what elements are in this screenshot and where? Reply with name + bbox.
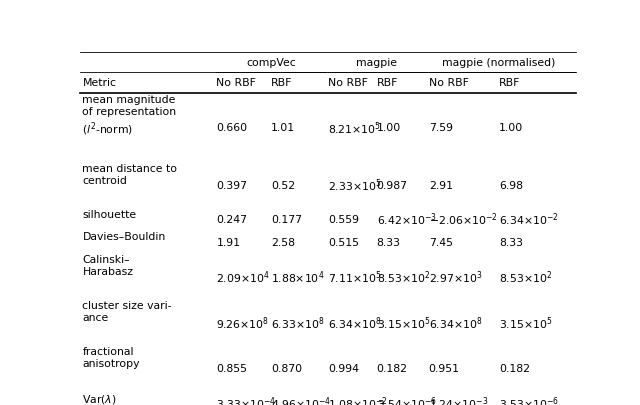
Text: 0.870: 0.870 bbox=[271, 363, 302, 373]
Text: 0.177: 0.177 bbox=[271, 215, 302, 224]
Text: 6.98: 6.98 bbox=[499, 180, 523, 190]
Text: Metric: Metric bbox=[83, 78, 116, 88]
Text: silhouette: silhouette bbox=[83, 209, 136, 219]
Text: $1.08{\times}10^{-2}$: $1.08{\times}10^{-2}$ bbox=[328, 394, 388, 405]
Text: magpie: magpie bbox=[356, 58, 397, 68]
Text: mean magnitude
of representation
($l^2$-norm): mean magnitude of representation ($l^2$-… bbox=[83, 94, 177, 137]
Text: 0.987: 0.987 bbox=[376, 180, 408, 190]
Text: 0.559: 0.559 bbox=[328, 215, 359, 224]
Text: 0.182: 0.182 bbox=[376, 363, 408, 373]
Text: $6.34{\times}10^8$: $6.34{\times}10^8$ bbox=[429, 314, 482, 331]
Text: $2.33{\times}10^5$: $2.33{\times}10^5$ bbox=[328, 177, 381, 194]
Text: $9.26{\times}10^8$: $9.26{\times}10^8$ bbox=[216, 314, 269, 331]
Text: 1.00: 1.00 bbox=[499, 123, 524, 133]
Text: mean distance to
centroid: mean distance to centroid bbox=[83, 163, 177, 185]
Text: $-2.06{\times}10^{-2}$: $-2.06{\times}10^{-2}$ bbox=[429, 211, 497, 228]
Text: RBF: RBF bbox=[499, 78, 520, 88]
Text: 7.45: 7.45 bbox=[429, 237, 452, 247]
Text: $3.53{\times}10^{-6}$: $3.53{\times}10^{-6}$ bbox=[499, 394, 559, 405]
Text: 0.951: 0.951 bbox=[429, 363, 460, 373]
Text: $3.15{\times}10^5$: $3.15{\times}10^5$ bbox=[499, 314, 552, 331]
Text: $3.54{\times}10^{-6}$: $3.54{\times}10^{-6}$ bbox=[376, 394, 436, 405]
Text: $6.42{\times}10^{-3}$: $6.42{\times}10^{-3}$ bbox=[376, 211, 436, 228]
Text: 0.660: 0.660 bbox=[216, 123, 248, 133]
Text: 0.515: 0.515 bbox=[328, 237, 359, 247]
Text: $7.11{\times}10^5$: $7.11{\times}10^5$ bbox=[328, 269, 381, 285]
Text: 0.397: 0.397 bbox=[216, 180, 248, 190]
Text: $1.24{\times}10^{-3}$: $1.24{\times}10^{-3}$ bbox=[429, 394, 488, 405]
Text: 2.58: 2.58 bbox=[271, 237, 295, 247]
Text: Var($\lambda$): Var($\lambda$) bbox=[83, 392, 117, 405]
Text: $1.88{\times}10^4$: $1.88{\times}10^4$ bbox=[271, 269, 324, 285]
Text: $4.96{\times}10^{-4}$: $4.96{\times}10^{-4}$ bbox=[271, 394, 331, 405]
Text: compVec: compVec bbox=[246, 58, 296, 68]
Text: RBF: RBF bbox=[271, 78, 292, 88]
Text: $8.53{\times}10^2$: $8.53{\times}10^2$ bbox=[376, 269, 430, 285]
Text: Calinski–
Harabasz: Calinski– Harabasz bbox=[83, 255, 134, 277]
Text: 2.91: 2.91 bbox=[429, 180, 452, 190]
Text: 1.01: 1.01 bbox=[271, 123, 295, 133]
Text: 8.33: 8.33 bbox=[499, 237, 523, 247]
Text: $3.15{\times}10^5$: $3.15{\times}10^5$ bbox=[376, 314, 430, 331]
Text: 1.00: 1.00 bbox=[376, 123, 401, 133]
Text: 0.247: 0.247 bbox=[216, 215, 248, 224]
Text: 0.52: 0.52 bbox=[271, 180, 295, 190]
Text: magpie (normalised): magpie (normalised) bbox=[442, 58, 556, 68]
Text: $2.97{\times}10^3$: $2.97{\times}10^3$ bbox=[429, 269, 482, 285]
Text: 7.59: 7.59 bbox=[429, 123, 452, 133]
Text: No RBF: No RBF bbox=[328, 78, 368, 88]
Text: RBF: RBF bbox=[376, 78, 398, 88]
Text: 0.994: 0.994 bbox=[328, 363, 359, 373]
Text: 0.182: 0.182 bbox=[499, 363, 530, 373]
Text: $2.09{\times}10^4$: $2.09{\times}10^4$ bbox=[216, 269, 270, 285]
Text: fractional
anisotropy: fractional anisotropy bbox=[83, 346, 140, 369]
Text: $6.34{\times}10^8$: $6.34{\times}10^8$ bbox=[328, 314, 381, 331]
Text: $8.21{\times}10^5$: $8.21{\times}10^5$ bbox=[328, 119, 381, 136]
Text: $3.33{\times}10^{-4}$: $3.33{\times}10^{-4}$ bbox=[216, 394, 276, 405]
Text: 0.855: 0.855 bbox=[216, 363, 248, 373]
Text: cluster size vari-
ance: cluster size vari- ance bbox=[83, 301, 172, 322]
Text: No RBF: No RBF bbox=[216, 78, 256, 88]
Text: $6.33{\times}10^8$: $6.33{\times}10^8$ bbox=[271, 314, 324, 331]
Text: Davies–Bouldin: Davies–Bouldin bbox=[83, 232, 166, 242]
Text: No RBF: No RBF bbox=[429, 78, 468, 88]
Text: 1.91: 1.91 bbox=[216, 237, 241, 247]
Text: $6.34{\times}10^{-2}$: $6.34{\times}10^{-2}$ bbox=[499, 211, 559, 228]
Text: $8.53{\times}10^2$: $8.53{\times}10^2$ bbox=[499, 269, 552, 285]
Text: 8.33: 8.33 bbox=[376, 237, 401, 247]
